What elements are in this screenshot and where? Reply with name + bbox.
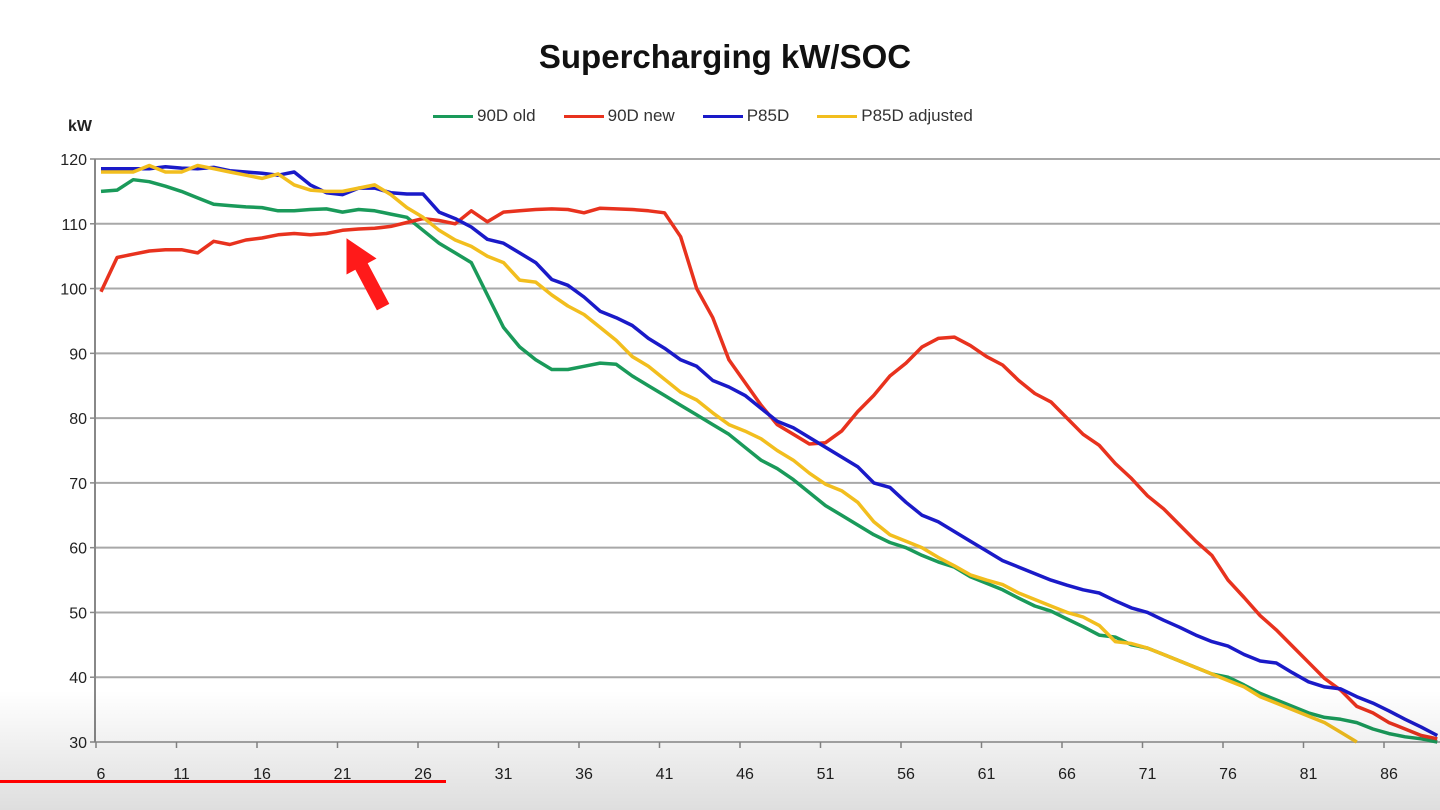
x-tick-label: 66 [1058,766,1076,783]
legend: 90D old 90D new P85D P85D adjusted [433,106,973,126]
video-progress-bar[interactable] [0,780,447,783]
legend-swatch [433,114,473,118]
x-tick-label: 46 [736,766,754,783]
y-tick-label: 30 [69,735,87,752]
x-tick-label: 11 [173,766,190,783]
legend-swatch [817,114,858,118]
legend-swatch [563,114,604,118]
legend-label: 90D new [607,106,675,125]
legend-item: 90D old [433,106,536,126]
x-tick-label: 36 [575,766,593,783]
series-line-p85d-adjusted [101,163,1358,744]
legend-label: 90D old [477,106,536,125]
legend-label: P85D [746,106,790,125]
series-line-p85d [101,165,1439,738]
y-axis-label: kW [68,118,92,135]
y-tick-label: 90 [69,346,87,363]
x-tick-label: 41 [656,766,674,783]
legend-item: P85D adjusted [817,106,973,126]
legend-label: P85D adjusted [861,106,973,125]
y-tick-label: 50 [69,605,87,622]
x-tick-label: 6 [97,766,106,783]
red-arrow-annotation [346,238,390,311]
x-tick-label: 81 [1300,766,1318,783]
arrow-icon [346,238,390,311]
y-tick-label: 40 [69,670,87,687]
x-tick-label: 21 [334,766,352,783]
chart-title: Supercharging kW/SOC [538,38,912,75]
x-tick-label: 86 [1380,766,1398,783]
x-tick-label: 56 [897,766,915,783]
y-tick-label: 120 [60,152,87,169]
legend-item: P85D [702,106,790,126]
y-tick-label: 70 [69,476,87,493]
x-tick-label: 51 [817,766,835,783]
legend-item: 90D new [563,106,675,126]
x-tick-label: 26 [414,766,432,783]
y-tick-label: 60 [69,541,87,558]
x-tick-label: 71 [1139,766,1157,783]
series-line-90d-old [100,177,1438,744]
x-tick-label: 76 [1219,766,1237,783]
y-tick-label: 110 [61,217,87,234]
x-tick-label: 61 [978,766,996,783]
legend-swatch [702,114,743,118]
x-tick-label: 16 [253,766,271,783]
x-tick-label: 31 [495,766,513,783]
y-tick-label: 100 [60,282,87,299]
y-tick-label: 80 [69,411,87,428]
